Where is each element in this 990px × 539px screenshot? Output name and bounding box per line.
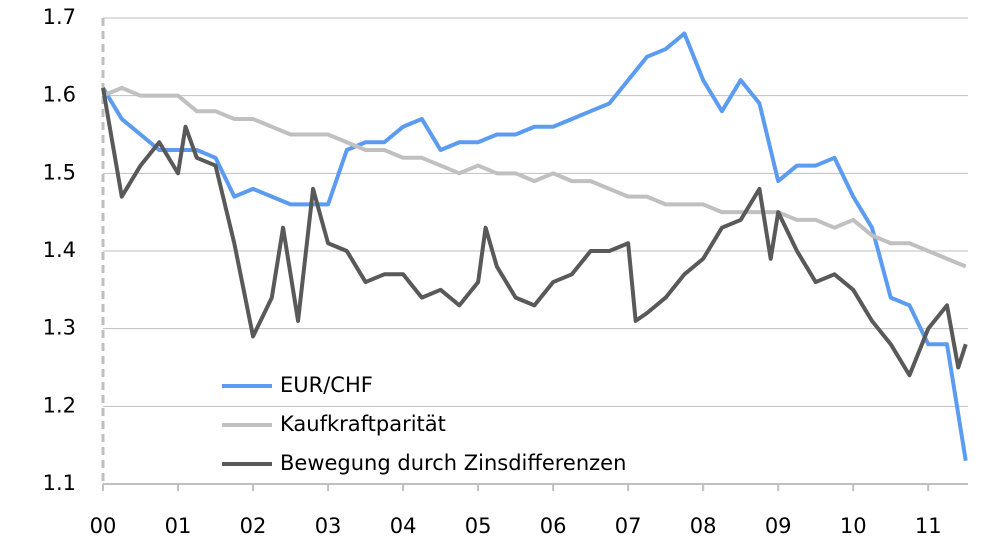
legend-label: Kaufkraftparität [280, 412, 446, 436]
legend-label: EUR/CHF [280, 373, 373, 397]
x-tick-label: 01 [165, 514, 192, 538]
legend-label: Bewegung durch Zinsdifferenzen [280, 451, 626, 475]
x-tick-label: 10 [840, 514, 867, 538]
x-tick-label: 07 [615, 514, 642, 538]
y-tick-label: 1.2 [43, 393, 76, 417]
y-tick-label: 1.4 [43, 238, 76, 262]
series-line [102, 85, 967, 269]
y-tick-label: 1.3 [43, 316, 76, 340]
x-tick-label: 03 [315, 514, 342, 538]
y-tick-label: 1.6 [43, 83, 76, 107]
x-tick-label: 08 [690, 514, 717, 538]
x-tick-label: 02 [240, 514, 267, 538]
x-tick-label: 04 [390, 514, 417, 538]
y-tick-label: 1.7 [43, 5, 76, 29]
y-tick-label: 1.1 [43, 471, 76, 495]
x-tick-label: 05 [465, 514, 492, 538]
x-tick-label: 11 [915, 514, 942, 538]
y-tick-label: 1.5 [43, 160, 76, 184]
x-tick-label: 09 [765, 514, 792, 538]
series-line [101, 87, 968, 378]
x-tick-label: 00 [90, 514, 117, 538]
x-tick-label: 06 [540, 514, 567, 538]
series-line [101, 31, 968, 462]
